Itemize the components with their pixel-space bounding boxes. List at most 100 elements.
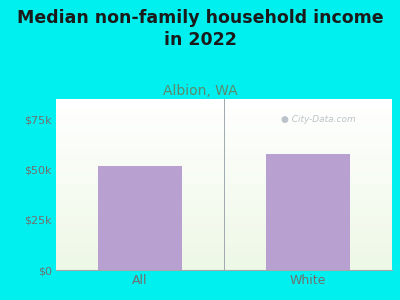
Bar bbox=[56, 136, 392, 138]
Bar bbox=[56, 109, 392, 111]
Bar bbox=[56, 138, 392, 140]
Bar bbox=[56, 196, 392, 198]
Bar bbox=[56, 169, 392, 171]
Bar bbox=[56, 205, 392, 207]
Bar bbox=[56, 162, 392, 164]
Bar bbox=[56, 172, 392, 174]
Bar bbox=[56, 222, 392, 224]
Bar bbox=[56, 248, 392, 250]
Bar bbox=[56, 202, 392, 203]
Bar bbox=[266, 154, 350, 270]
Bar bbox=[56, 258, 392, 260]
Bar bbox=[56, 238, 392, 239]
Bar bbox=[56, 140, 392, 142]
Bar bbox=[56, 246, 392, 248]
Text: ● City-Data.com: ● City-Data.com bbox=[281, 115, 356, 124]
Text: Albion, WA: Albion, WA bbox=[163, 84, 237, 98]
Bar bbox=[56, 231, 392, 233]
Bar bbox=[56, 150, 392, 152]
Bar bbox=[56, 152, 392, 154]
Bar bbox=[56, 126, 392, 128]
Bar bbox=[56, 203, 392, 205]
Bar bbox=[56, 239, 392, 241]
Bar bbox=[56, 200, 392, 202]
Bar bbox=[56, 178, 392, 179]
Bar bbox=[56, 265, 392, 267]
Bar bbox=[56, 256, 392, 258]
Bar bbox=[56, 184, 392, 186]
Bar bbox=[56, 174, 392, 176]
Bar bbox=[56, 198, 392, 200]
Bar bbox=[56, 154, 392, 155]
Bar bbox=[56, 119, 392, 121]
Bar bbox=[56, 212, 392, 214]
Bar bbox=[56, 167, 392, 169]
Bar bbox=[56, 186, 392, 188]
Bar bbox=[56, 171, 392, 172]
Bar bbox=[56, 241, 392, 243]
Bar bbox=[56, 159, 392, 160]
Bar bbox=[56, 106, 392, 108]
Bar bbox=[56, 131, 392, 133]
Bar bbox=[56, 190, 392, 191]
Bar bbox=[56, 143, 392, 145]
Bar bbox=[56, 188, 392, 190]
Bar bbox=[56, 128, 392, 130]
Bar bbox=[56, 147, 392, 148]
Bar bbox=[56, 227, 392, 229]
Bar bbox=[56, 219, 392, 220]
Bar bbox=[56, 101, 392, 102]
Bar bbox=[56, 232, 392, 234]
Bar bbox=[56, 250, 392, 251]
Bar bbox=[56, 191, 392, 193]
Bar bbox=[56, 210, 392, 212]
Bar bbox=[56, 157, 392, 159]
Bar bbox=[56, 261, 392, 263]
Bar bbox=[56, 176, 392, 178]
Bar bbox=[56, 217, 392, 219]
Bar bbox=[56, 121, 392, 123]
Bar bbox=[56, 114, 392, 116]
Bar bbox=[56, 215, 392, 217]
Bar bbox=[56, 130, 392, 131]
Bar bbox=[56, 234, 392, 236]
Bar bbox=[56, 263, 392, 265]
Bar bbox=[56, 183, 392, 184]
Bar bbox=[56, 255, 392, 256]
Bar bbox=[56, 102, 392, 104]
Bar bbox=[56, 135, 392, 136]
Bar bbox=[56, 108, 392, 109]
Bar bbox=[56, 104, 392, 106]
Bar bbox=[56, 243, 392, 244]
Bar bbox=[56, 208, 392, 210]
Bar bbox=[56, 220, 392, 222]
Bar bbox=[56, 226, 392, 227]
Bar bbox=[56, 111, 392, 113]
Bar bbox=[56, 253, 392, 255]
Bar bbox=[56, 244, 392, 246]
Bar bbox=[56, 236, 392, 238]
Bar bbox=[56, 142, 392, 143]
Bar bbox=[56, 133, 392, 135]
Bar bbox=[56, 251, 392, 253]
Bar bbox=[98, 167, 182, 270]
Bar bbox=[56, 160, 392, 162]
Bar bbox=[56, 224, 392, 226]
Bar bbox=[56, 179, 392, 181]
Bar bbox=[56, 145, 392, 147]
Bar bbox=[56, 207, 392, 208]
Bar bbox=[56, 116, 392, 118]
Bar bbox=[56, 193, 392, 195]
Bar bbox=[56, 155, 392, 157]
Bar bbox=[56, 181, 392, 183]
Bar bbox=[56, 113, 392, 114]
Bar bbox=[56, 123, 392, 125]
Bar bbox=[56, 229, 392, 231]
Bar bbox=[56, 118, 392, 119]
Bar bbox=[56, 214, 392, 215]
Bar bbox=[56, 164, 392, 166]
Bar bbox=[56, 267, 392, 268]
Text: Median non-family household income
in 2022: Median non-family household income in 20… bbox=[17, 9, 383, 49]
Bar bbox=[56, 166, 392, 167]
Bar bbox=[56, 125, 392, 126]
